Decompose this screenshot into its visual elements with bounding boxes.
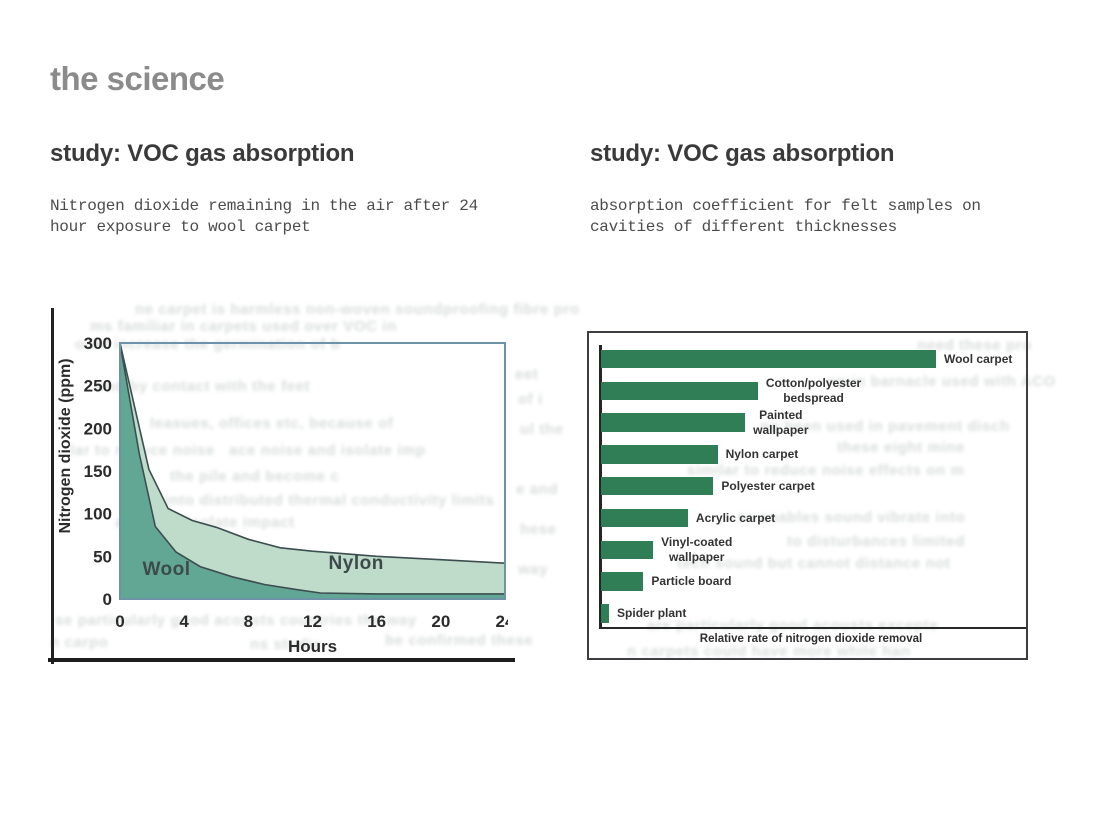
bar [601,572,644,591]
bar [601,349,936,369]
bar-chart-axis-label: Relative rate of nitrogen dioxide remova… [699,633,923,645]
x-axis-title: Hours [288,637,337,656]
left-chart-scan: ne carpet is harmless non-woven soundpro… [40,296,579,674]
area-boundary-nylon [119,342,506,564]
bar-row: Painted wallpaper [601,407,1024,439]
ghost-text-line: se particularly good acousts countries t… [55,612,417,629]
ghost-text-line: the pile and become c [170,468,340,485]
y-tick-label: 50 [93,547,112,566]
bar-row: Cotton/polyester bedspread [601,375,1024,407]
y-tick-label: 0 [103,590,112,609]
right-subtitle-line2: cavities of different thicknesses [590,217,897,236]
ghost-text-line: way [518,561,549,578]
y-tick-label: 150 [84,462,112,481]
area-chart: 0 4 8 12 16 20 24 0 50 100 150 200 250 300 Hours Nitrog… [57,334,515,656]
ghost-text-line: ul the [520,421,564,438]
bar-label: Particle board [651,574,732,589]
bar [601,476,714,496]
x-tick-label: 12 [303,612,322,631]
ghost-text-line: n carpets could have more while han [627,643,911,660]
right-study-heading: study: VOC gas absorption [590,140,895,167]
x-tick-label: 16 [367,612,386,631]
area-series-nylon [120,343,505,599]
ghost-text-line: leasues, offices etc, because of [150,415,394,432]
ghost-text-line: ns studie [250,636,322,653]
x-tick-label: 0 [115,612,124,631]
x-tick-label: 4 [179,612,189,631]
bar-row: Spider plant [601,597,1024,629]
ghost-text-line: these eight mine [837,439,965,456]
ghost-text-line: ond by contact with the feet [95,378,311,395]
ghost-text-line: ng been used in pavement disch [760,418,1010,435]
ghost-text-line: eet [515,366,539,383]
bar-chart-frame [587,331,1028,660]
ghost-text-line: ne carpet is harmless non-woven soundpro… [135,301,580,318]
right-study-subtitle: absorption coefficient for felt samples … [590,196,981,237]
scan-edge-horizontal [48,658,515,662]
ghost-text-line: n carpo [50,634,109,651]
bar-row: Acrylic carpet [601,502,1024,534]
bar [601,381,758,401]
y-tick-label: 300 [84,334,112,353]
bar-label: Wool carpet [943,351,1013,366]
x-tick-label: 8 [244,612,253,631]
left-study-subtitle: Nitrogen dioxide remaining in the air af… [50,196,478,237]
bar-row: Vinyl-coated wallpaper [601,534,1024,566]
x-tick-label: 24 [496,612,515,631]
scan-edge-vertical [51,308,54,664]
bar-label: Nylon carpet [725,447,799,462]
area-boundary-wool [119,342,505,595]
series-label-wool: Wool [142,559,190,580]
scan-bleedthrough-text: need these pro ng in barnacle used with A… [587,331,1055,660]
ghost-text-line: tech sound but cannot distance not [677,555,951,572]
ghost-text-line: ss enables sound vibrate into [737,509,966,526]
bar [601,540,654,560]
bar-chart-y-axis [599,345,602,629]
plot-border [119,342,506,600]
bar [601,508,688,528]
y-tick-label: 200 [84,419,112,438]
ghost-text-line: e and [516,481,559,498]
bar-label: Spider plant [617,606,687,621]
bar-row: Particle board [601,566,1024,598]
bar-row: Polyester carpet [601,470,1024,502]
left-subtitle-line1: Nitrogen dioxide remaining in the air af… [50,197,478,215]
ghost-text-line: ng in barnacle used with ACO [827,373,1056,390]
bar [601,413,746,432]
left-subtitle-line2: hour exposure to wool carpet [50,217,311,236]
y-axis-title: Nitrogen dioxide (ppm) [57,358,74,533]
left-study-heading: study: VOC gas absorption [50,140,355,167]
bar-row: Wool carpet [601,343,1024,375]
bar [601,445,718,464]
ghost-text-line: similar to reduce noise effects on m [687,462,965,479]
bar-label: Polyester carpet [721,478,815,493]
ghost-text-line: hese [520,521,557,538]
bar-label: Cotton/polyester bedspread [765,376,862,405]
page-title: the science [50,60,225,97]
y-tick-label: 250 [84,377,112,396]
x-tick-label: 20 [431,612,450,631]
ghost-text-line: are particularly good acousts excepte [647,617,939,634]
bar-label: Acrylic carpet [695,510,776,525]
ghost-text-line: be confirmed these [385,632,534,649]
bar-label: Painted wallpaper [753,408,809,437]
bar-label: Vinyl-coated wallpaper [661,535,733,564]
ghost-text-line: of i [518,391,543,408]
right-subtitle-line1: absorption coefficient for felt samples … [590,197,981,215]
ghost-text-line: ould increase the germination of b [75,336,341,353]
bar [601,604,610,623]
y-tick-label: 100 [84,505,112,524]
right-chart-scan: need these pro ng in barnacle used with A… [587,331,1055,660]
bar-chart-x-axis [599,626,1026,629]
series-label-nylon: Nylon [329,553,384,574]
scan-bleedthrough-text: ne carpet is harmless non-woven soundpro… [40,296,579,674]
area-series-wool [120,343,505,599]
bar-row: Nylon carpet [601,438,1024,470]
ghost-text-line: to disturbances limited [787,533,965,550]
ghost-text-line: ms familiar in carpets used over VOC in [90,318,397,335]
